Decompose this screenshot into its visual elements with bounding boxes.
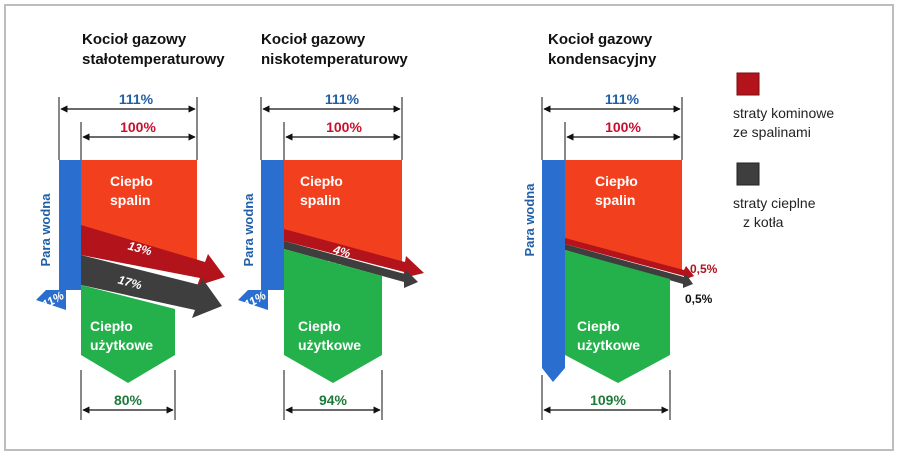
base-label: 100%	[605, 119, 641, 135]
flue-heat-block	[565, 160, 682, 272]
boiler-loss-arrow	[284, 241, 418, 288]
total-label: 111%	[605, 91, 640, 107]
legend-chimney-swatch	[736, 72, 760, 96]
flue-label-2: spalin	[300, 192, 340, 208]
boiler-loss-arrow	[81, 255, 222, 318]
useful-heat-block	[565, 250, 670, 383]
useful-label-1: Ciepło	[577, 318, 620, 334]
useful-label-2: użytkowe	[298, 337, 361, 353]
vapor-vertical-label: Para wodna	[38, 193, 53, 267]
result-label: 109%	[590, 392, 626, 408]
vapor-stream	[36, 160, 81, 310]
panel-title-line2: stałotemperaturowy	[82, 51, 225, 68]
flue-label-2: spalin	[110, 192, 150, 208]
flue-label-1: Ciepło	[300, 173, 343, 189]
total-label: 111%	[325, 91, 360, 107]
chimney-loss-pct: 13%	[127, 239, 154, 259]
base-label: 100%	[326, 119, 362, 135]
flue-label-2: spalin	[595, 192, 635, 208]
legend: straty kominowe ze spalinami straty ciep…	[733, 72, 834, 230]
panel-condensing-boiler: Kocioł gazowy kondensacyjny 111% 100% Pa…	[522, 31, 718, 420]
panel-title-line1: Kocioł gazowy	[261, 31, 366, 48]
panel-title-line2: niskotemperaturowy	[261, 51, 408, 68]
boiler-loss-pct: 0,5%	[685, 292, 713, 306]
useful-heat-block	[284, 249, 382, 383]
vapor-stream	[542, 160, 565, 382]
panel-title-line1: Kocioł gazowy	[548, 31, 653, 48]
flue-label-1: Ciepło	[595, 173, 638, 189]
chimney-loss-pct: 0,5%	[690, 262, 718, 276]
panel-standard-boiler: Kocioł gazowy stałotemperaturowy 111% 10…	[36, 31, 225, 420]
boiler-loss-pct: 17%	[117, 273, 144, 293]
panel-low-temperature-boiler: Kocioł gazowy niskotemperaturowy 111% 10…	[238, 31, 424, 420]
useful-label-2: użytkowe	[90, 337, 153, 353]
panel-title-line2: kondensacyjny	[548, 51, 657, 68]
panel-title-line1: Kocioł gazowy	[82, 31, 187, 48]
legend-boiler-swatch	[736, 162, 760, 186]
vapor-stream	[238, 160, 284, 310]
total-label: 111%	[119, 91, 154, 107]
vapor-vertical-label: Para wodna	[522, 183, 537, 257]
useful-label-1: Ciepło	[298, 318, 341, 334]
chimney-loss-arrow	[81, 225, 225, 286]
useful-label-1: Ciepło	[90, 318, 133, 334]
base-label: 100%	[120, 119, 156, 135]
vapor-vertical-label: Para wodna	[241, 193, 256, 267]
result-label: 80%	[114, 392, 143, 408]
legend-boiler-line2: z kotła	[743, 214, 784, 230]
useful-label-2: użytkowe	[577, 337, 640, 353]
result-label: 94%	[319, 392, 348, 408]
useful-heat-block	[81, 285, 175, 383]
legend-boiler-line1: straty cieplne	[733, 195, 816, 211]
chimney-loss-arrow	[284, 229, 424, 278]
legend-chimney-line2: ze spalinami	[733, 124, 811, 140]
chimney-loss-arrow	[565, 238, 694, 280]
flue-label-1: Ciepło	[110, 173, 153, 189]
legend-chimney-line1: straty kominowe	[733, 105, 834, 121]
